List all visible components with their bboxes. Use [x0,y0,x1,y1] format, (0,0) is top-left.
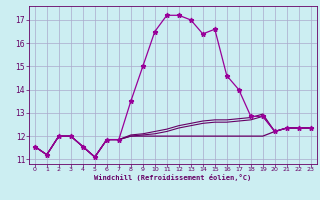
X-axis label: Windchill (Refroidissement éolien,°C): Windchill (Refroidissement éolien,°C) [94,174,252,181]
